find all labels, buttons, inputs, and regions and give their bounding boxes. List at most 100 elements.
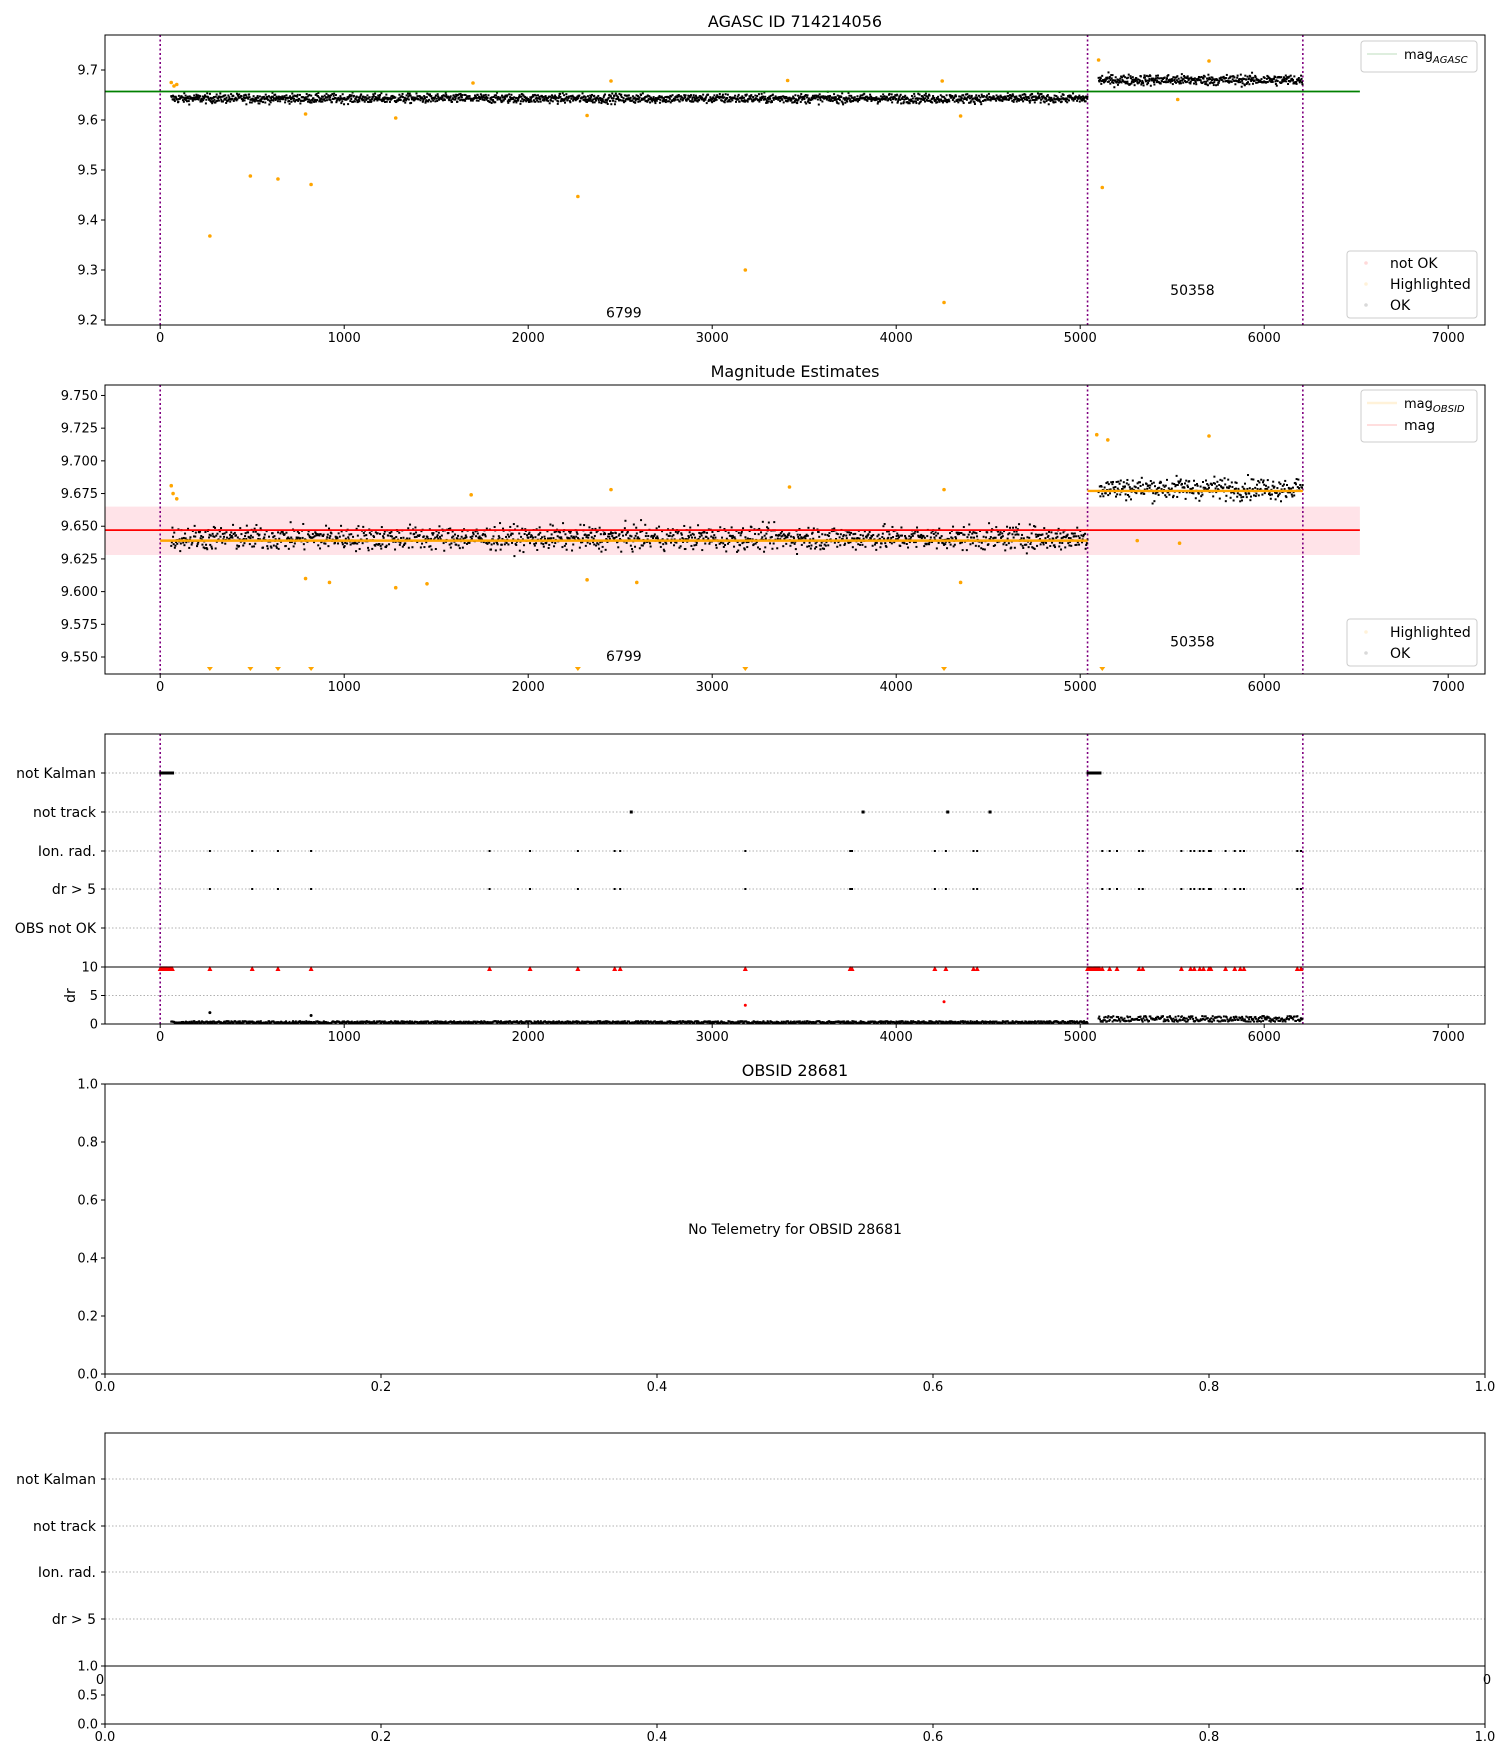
highlighted-point: [942, 487, 946, 492]
ok-point: [904, 534, 907, 537]
ok-point: [770, 535, 773, 538]
ok-point: [661, 538, 664, 541]
ok-point: [289, 521, 292, 524]
ok-point: [220, 98, 223, 101]
ok-point: [1128, 495, 1131, 498]
ok-point: [275, 545, 278, 548]
ok-point: [1131, 76, 1134, 79]
ok-point: [709, 98, 712, 101]
ok-point: [363, 100, 366, 103]
ok-point: [505, 535, 508, 538]
ok-point: [258, 95, 261, 98]
ok-point: [901, 534, 904, 537]
ok-point: [710, 535, 713, 538]
ok-point: [548, 537, 551, 540]
ok-point: [284, 544, 287, 547]
ok-point: [1034, 525, 1037, 528]
ok-point: [273, 97, 276, 100]
ok-point: [919, 100, 922, 103]
ok-point: [1018, 99, 1021, 102]
ok-point: [339, 95, 342, 98]
ok-point: [758, 98, 761, 101]
ok-point: [629, 534, 632, 537]
ok-point: [1066, 533, 1069, 536]
ok-point: [1149, 84, 1152, 87]
ok-point: [856, 97, 859, 100]
ok-point: [659, 541, 662, 544]
dr-point: [413, 1022, 416, 1025]
ok-point: [549, 95, 552, 98]
ok-point: [539, 98, 542, 101]
ok-point: [478, 535, 481, 538]
ok-point: [816, 98, 819, 101]
ok-point: [384, 97, 387, 100]
ok-point: [1175, 484, 1177, 487]
ok-point: [191, 541, 194, 544]
ok-point: [831, 100, 834, 103]
ok-point: [1146, 487, 1149, 490]
ok-point: [692, 533, 695, 536]
ok-point: [583, 524, 586, 527]
ok-point: [223, 532, 226, 535]
dr-point: [211, 1021, 214, 1024]
ok-point: [666, 100, 669, 103]
ok-point: [370, 100, 373, 103]
ok-point: [403, 544, 406, 547]
ok-point: [663, 550, 666, 553]
ok-point: [1175, 81, 1177, 84]
ok-point: [1183, 486, 1186, 489]
ok-point: [1259, 487, 1262, 490]
ok-point: [1182, 78, 1185, 81]
ok-point: [875, 541, 878, 544]
ok-point: [682, 538, 685, 541]
ok-point: [965, 549, 968, 552]
ok-point: [997, 530, 1000, 533]
clipped-marker: [941, 667, 948, 671]
ok-point: [599, 97, 602, 100]
ok-point: [271, 96, 274, 99]
ok-point: [334, 94, 337, 97]
ok-point: [428, 98, 431, 101]
ok-point: [335, 537, 338, 540]
ok-point: [797, 537, 800, 540]
dr-gt-5-mark: [619, 888, 622, 890]
ok-point: [691, 532, 694, 535]
ok-point: [1199, 485, 1202, 488]
ok-point: [596, 97, 599, 100]
ok-point: [680, 532, 683, 535]
ok-point: [1099, 77, 1102, 80]
ok-point: [896, 532, 899, 535]
ok-point: [635, 532, 638, 535]
ok-point: [258, 533, 261, 536]
ok-point: [756, 95, 759, 98]
ok-point: [359, 95, 362, 98]
ok-point: [846, 100, 849, 103]
ok-point: [983, 548, 986, 551]
ok-point: [1205, 80, 1208, 83]
ok-point: [284, 101, 287, 104]
ok-point: [1133, 78, 1136, 81]
ok-point: [798, 96, 801, 99]
ok-point: [944, 97, 947, 100]
ok-point: [1206, 77, 1209, 80]
ok-point: [1218, 80, 1221, 83]
ok-point: [356, 99, 359, 102]
ok-point: [994, 536, 997, 539]
ok-point: [1278, 481, 1281, 484]
ok-point: [599, 541, 602, 544]
ok-point: [1257, 494, 1260, 497]
ok-point: [1107, 494, 1110, 497]
ok-point: [914, 530, 917, 533]
ok-point: [603, 531, 606, 534]
ok-point: [823, 547, 826, 550]
dr-point: [309, 1022, 312, 1025]
ok-point: [655, 527, 658, 530]
ok-point: [308, 534, 311, 537]
ok-point: [904, 536, 907, 539]
ok-point: [1189, 80, 1192, 83]
ok-point: [608, 535, 611, 538]
ok-point: [702, 93, 705, 96]
ok-point: [823, 543, 826, 546]
ok-point: [1131, 487, 1134, 490]
dr-point: [444, 1020, 447, 1023]
